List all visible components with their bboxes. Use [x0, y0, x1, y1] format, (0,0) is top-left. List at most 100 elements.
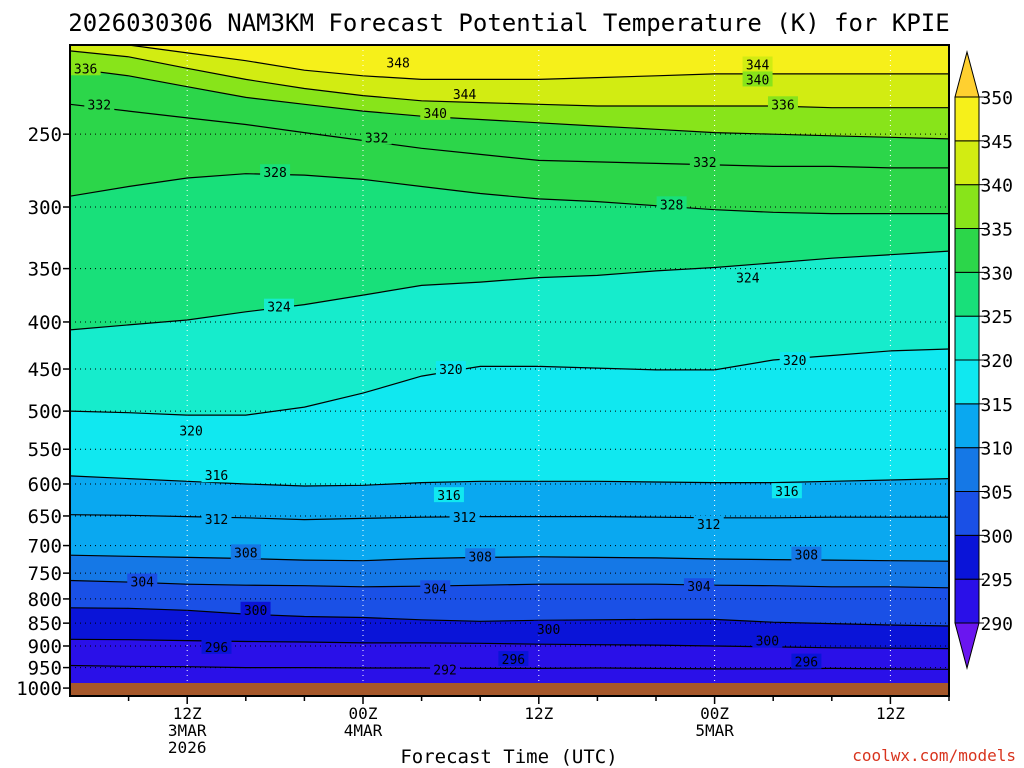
contour-label-304: 304 — [420, 580, 451, 597]
contour-label-336: 336 — [70, 60, 101, 77]
colorbar-min-arrow — [954, 622, 980, 670]
contour-label-text: 308 — [234, 546, 257, 561]
contour-label-text: 332 — [693, 156, 716, 171]
credit-text[interactable]: coolwx.com/models — [852, 746, 1016, 765]
contour-label-304: 304 — [127, 573, 158, 591]
contour-label-332: 332 — [84, 96, 115, 113]
contour-line-324 — [70, 250, 949, 331]
contour-label-340: 340 — [420, 104, 451, 122]
contour-label-text: 296 — [795, 656, 818, 671]
contour-label-text: 300 — [537, 623, 560, 638]
contour-label-316: 316 — [771, 483, 802, 500]
contour-label-text: 340 — [746, 73, 769, 88]
contour-line-332 — [70, 103, 949, 169]
contour-label-text: 304 — [131, 576, 155, 591]
y-tick-label-350: 350 — [28, 259, 62, 281]
contour-label-text: 348 — [386, 57, 409, 72]
contour-label-text: 292 — [433, 664, 456, 679]
contour-label-312: 312 — [693, 515, 724, 533]
y-tick-label-650: 650 — [28, 506, 62, 528]
colorbar-swatch-290 — [954, 578, 980, 624]
contour-label-340: 340 — [742, 71, 773, 88]
contour-label-316: 316 — [433, 487, 464, 504]
contour-label-bg — [683, 578, 714, 594]
contour-label-text: 344 — [746, 58, 770, 73]
contour-label-bg — [383, 54, 414, 70]
colorbar-label-300: 300 — [980, 526, 1013, 547]
contour-label-text: 328 — [660, 198, 683, 213]
x-tick-label: 4MAR — [344, 721, 383, 740]
contour-label-text: 312 — [453, 511, 476, 526]
contour-label-bg — [449, 85, 480, 101]
colorbar-swatch-325 — [954, 271, 980, 317]
colorbar-swatch-300 — [954, 491, 980, 536]
contour-label-bg — [533, 620, 564, 636]
contour-label-text: 316 — [775, 485, 798, 500]
contour-label-bg — [435, 361, 466, 377]
contour-label-text: 336 — [74, 62, 97, 77]
contour-label-text: 304 — [424, 582, 448, 597]
contour-line-328 — [70, 173, 949, 215]
contour-label-328: 328 — [260, 164, 291, 181]
colorbar-label-320: 320 — [980, 351, 1013, 372]
colorbar-label-340: 340 — [980, 176, 1013, 197]
y-tick-label-1000: 1000 — [16, 678, 62, 700]
y-tick-label-750: 750 — [28, 563, 62, 585]
ground-surface — [70, 683, 949, 695]
contour-label-348: 348 — [383, 54, 414, 72]
x-tick-label: 3MAR — [168, 721, 207, 740]
contour-label-text: 304 — [687, 580, 711, 595]
colorbar-label-325: 325 — [980, 307, 1013, 328]
contour-label-bg — [498, 651, 529, 667]
contour-label-bg — [791, 653, 822, 669]
contour-label-text: 312 — [205, 513, 228, 528]
colorbar-swatch-335 — [954, 184, 980, 230]
colorbar-label-295: 295 — [980, 570, 1013, 591]
contour-label-320: 320 — [435, 361, 466, 378]
contour-label-bg — [465, 548, 496, 564]
contour-label-296: 296 — [791, 653, 822, 671]
contour-label-332: 332 — [689, 153, 720, 171]
contour-label-308: 308 — [230, 544, 261, 561]
contour-label-308: 308 — [465, 548, 496, 565]
colorbar-swatch-315 — [954, 359, 980, 405]
contour-label-text: 332 — [365, 131, 388, 146]
contour-label-bg — [240, 601, 271, 617]
contour-label-308: 308 — [791, 546, 822, 564]
contour-label-bg — [430, 661, 461, 677]
contour-label-bg — [420, 580, 451, 596]
colorbar-label-335: 335 — [980, 220, 1013, 241]
colorbar-swatch-310 — [954, 403, 980, 449]
contour-label-text: 296 — [502, 653, 525, 668]
contour-line-344 — [119, 45, 949, 80]
contour-label-bg — [732, 269, 763, 285]
contour-label-bg — [693, 515, 724, 531]
contour-label-304: 304 — [683, 578, 714, 595]
y-tick-label-450: 450 — [28, 359, 62, 381]
colorbar-swatch-330 — [954, 228, 980, 273]
contour-label-316: 316 — [201, 467, 232, 484]
contour-label-text: 336 — [771, 98, 794, 113]
colorbar-label-290: 290 — [980, 614, 1013, 635]
contour-label-bg — [791, 546, 822, 562]
colorbar-label-315: 315 — [980, 395, 1013, 416]
contour-label-bg — [361, 129, 392, 145]
contour-label-300: 300 — [240, 601, 271, 619]
y-tick-label-600: 600 — [28, 474, 62, 496]
chart-title: 2026030306 NAM3KM Forecast Potential Tem… — [68, 9, 949, 37]
colorbar-swatch-295 — [954, 534, 980, 580]
contour-label-320: 320 — [176, 422, 207, 440]
contour-label-bg — [742, 71, 773, 87]
y-tick-label-550: 550 — [28, 439, 62, 461]
contour-label-text: 324 — [736, 272, 760, 287]
contour-label-text: 320 — [179, 425, 202, 440]
contour-label-344: 344 — [449, 85, 480, 103]
contour-label-bg — [771, 483, 802, 499]
contour-label-300: 300 — [533, 620, 564, 638]
plot-frame — [69, 44, 950, 697]
contour-label-text: 300 — [756, 635, 779, 650]
contour-label-bg — [449, 509, 480, 525]
contour-label-bg — [201, 511, 232, 527]
contour-label-344: 344 — [742, 56, 773, 73]
